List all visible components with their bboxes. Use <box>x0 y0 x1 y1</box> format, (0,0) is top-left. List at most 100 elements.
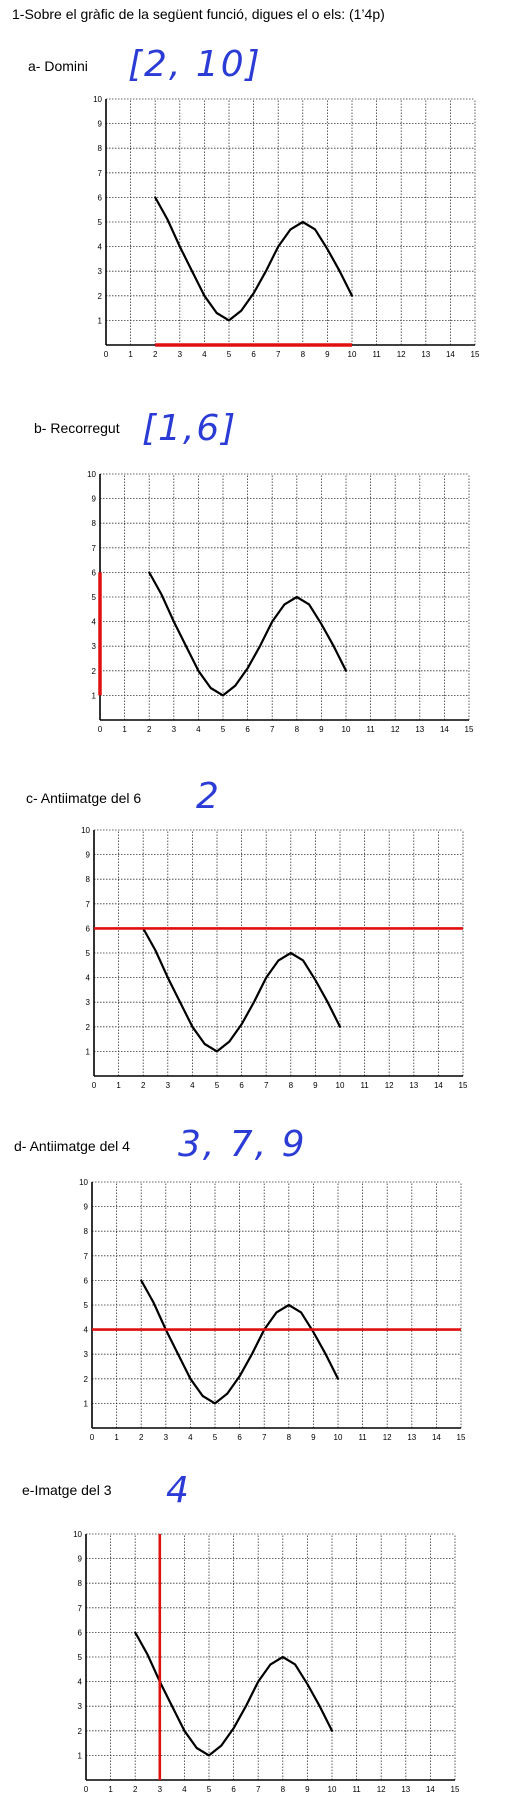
x-tick-label: 2 <box>133 1785 138 1794</box>
x-tick-label: 0 <box>104 350 109 359</box>
exercise-title: 1-Sobre el gràfic de la següent funció, … <box>12 6 385 22</box>
x-tick-label: 14 <box>446 350 455 359</box>
y-tick-label: 10 <box>81 826 90 835</box>
y-tick-label: 3 <box>92 642 97 651</box>
y-tick-label: 10 <box>87 470 96 479</box>
y-tick-label: 7 <box>78 1604 83 1613</box>
x-tick-label: 10 <box>336 1081 345 1090</box>
x-tick-label: 14 <box>432 1433 441 1442</box>
y-tick-label: 4 <box>86 974 91 983</box>
x-tick-label: 12 <box>383 1433 392 1442</box>
x-tick-label: 6 <box>231 1785 236 1794</box>
x-tick-label: 10 <box>348 350 357 359</box>
section-b-label: b- Recorregut <box>34 420 120 436</box>
x-tick-label: 0 <box>84 1785 89 1794</box>
y-tick-label: 9 <box>84 1203 89 1212</box>
section-e-answer: 4 <box>166 1470 191 1511</box>
x-tick-label: 14 <box>426 1785 435 1794</box>
x-tick-label: 10 <box>342 725 351 734</box>
y-tick-label: 1 <box>98 316 103 325</box>
y-tick-label: 6 <box>86 924 91 933</box>
function-curve <box>154 196 354 322</box>
x-tick-label: 14 <box>434 1081 443 1090</box>
x-tick-label: 1 <box>128 350 133 359</box>
y-tick-label: 9 <box>86 851 91 860</box>
y-tick-label: 5 <box>98 218 103 227</box>
x-tick-label: 11 <box>372 350 381 359</box>
y-tick-label: 2 <box>84 1375 89 1384</box>
x-tick-label: 4 <box>188 1433 193 1442</box>
y-tick-label: 7 <box>84 1252 89 1261</box>
function-curve <box>140 1279 340 1405</box>
section-a-label: a- Domini <box>28 58 88 74</box>
y-tick-label: 8 <box>84 1227 89 1236</box>
y-tick-label: 1 <box>92 691 97 700</box>
x-tick-label: 15 <box>451 1785 460 1794</box>
y-tick-label: 8 <box>98 144 103 153</box>
x-tick-label: 5 <box>221 725 226 734</box>
x-tick-label: 4 <box>190 1081 195 1090</box>
x-tick-label: 7 <box>270 725 275 734</box>
y-tick-label: 3 <box>84 1350 89 1359</box>
y-tick-label: 5 <box>78 1653 83 1662</box>
x-tick-label: 14 <box>440 725 449 734</box>
y-tick-label: 4 <box>98 243 103 252</box>
section-c-answer: 2 <box>196 776 221 817</box>
section-d-answer: 3, 7, 9 <box>178 1124 307 1165</box>
x-tick-label: 2 <box>147 725 152 734</box>
x-tick-label: 3 <box>166 1081 171 1090</box>
x-tick-label: 4 <box>182 1785 187 1794</box>
x-tick-label: 8 <box>295 725 300 734</box>
x-tick-label: 15 <box>459 1081 468 1090</box>
x-tick-label: 4 <box>202 350 207 359</box>
x-tick-label: 0 <box>90 1433 95 1442</box>
section-b-answer: [1,6] <box>142 408 238 449</box>
x-tick-label: 0 <box>92 1081 97 1090</box>
section-e-label: e-Imatge del 3 <box>22 1482 112 1498</box>
x-tick-label: 5 <box>213 1433 218 1442</box>
x-tick-label: 12 <box>391 725 400 734</box>
x-tick-label: 13 <box>407 1433 416 1442</box>
x-tick-label: 12 <box>397 350 406 359</box>
y-tick-label: 4 <box>84 1326 89 1335</box>
x-tick-label: 1 <box>116 1081 121 1090</box>
x-tick-label: 12 <box>385 1081 394 1090</box>
x-tick-label: 15 <box>471 350 480 359</box>
x-tick-label: 8 <box>289 1081 294 1090</box>
x-tick-label: 11 <box>358 1433 367 1442</box>
x-tick-label: 7 <box>256 1785 261 1794</box>
x-tick-label: 13 <box>409 1081 418 1090</box>
y-tick-label: 1 <box>84 1399 89 1408</box>
x-tick-label: 1 <box>108 1785 113 1794</box>
x-tick-label: 13 <box>401 1785 410 1794</box>
x-tick-label: 3 <box>172 725 177 734</box>
x-tick-label: 11 <box>366 725 375 734</box>
y-tick-label: 5 <box>86 949 91 958</box>
y-tick-label: 9 <box>78 1555 83 1564</box>
x-tick-label: 11 <box>352 1785 361 1794</box>
x-tick-label: 3 <box>164 1433 169 1442</box>
y-tick-label: 10 <box>93 95 102 104</box>
y-tick-label: 2 <box>86 1023 91 1032</box>
y-tick-label: 10 <box>73 1530 82 1539</box>
x-tick-label: 2 <box>153 350 158 359</box>
x-tick-label: 11 <box>360 1081 369 1090</box>
x-tick-label: 2 <box>139 1433 144 1442</box>
function-curve <box>134 1631 334 1757</box>
y-tick-label: 8 <box>86 875 91 884</box>
x-tick-label: 9 <box>319 725 324 734</box>
y-tick-label: 6 <box>78 1628 83 1637</box>
x-tick-label: 6 <box>237 1433 242 1442</box>
x-tick-label: 15 <box>457 1433 466 1442</box>
y-tick-label: 5 <box>92 593 97 602</box>
section-c-label: c- Antiimatge del 6 <box>26 790 142 806</box>
y-tick-label: 5 <box>84 1301 89 1310</box>
y-tick-label: 8 <box>78 1579 83 1588</box>
y-tick-label: 8 <box>92 519 97 528</box>
x-tick-label: 12 <box>377 1785 386 1794</box>
y-tick-label: 9 <box>92 495 97 504</box>
section-d-label: d- Antiimatge del 4 <box>14 1138 130 1154</box>
